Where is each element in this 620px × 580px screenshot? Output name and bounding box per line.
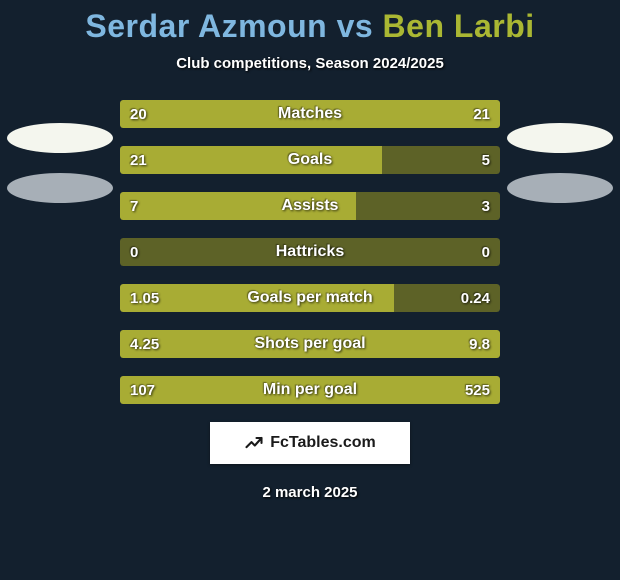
stat-label: Assists: [120, 192, 500, 220]
stat-label: Matches: [120, 100, 500, 128]
stat-row: 215Goals: [120, 146, 500, 174]
watermark-badge: FcTables.com: [210, 422, 410, 464]
team-badge: [507, 173, 613, 203]
page-title: Serdar Azmoun vs Ben Larbi: [0, 0, 620, 45]
footer-date: 2 march 2025: [0, 484, 620, 501]
subtitle: Club competitions, Season 2024/2025: [0, 55, 620, 72]
stat-label: Min per goal: [120, 376, 500, 404]
team-badge: [7, 123, 113, 153]
team-badge: [7, 173, 113, 203]
player1-name: Serdar Azmoun: [85, 8, 327, 44]
stat-label: Shots per goal: [120, 330, 500, 358]
stat-row: 107525Min per goal: [120, 376, 500, 404]
stat-label: Goals per match: [120, 284, 500, 312]
stat-row: 1.050.24Goals per match: [120, 284, 500, 312]
stats-container: 2021Matches 215Goals 73Assists 00Hattricks 1…: [120, 100, 500, 404]
team-badge: [507, 123, 613, 153]
player2-name: Ben Larbi: [383, 8, 535, 44]
stat-row: 4.259.8Shots per goal: [120, 330, 500, 358]
stat-label: Goals: [120, 146, 500, 174]
stat-row: 73Assists: [120, 192, 500, 220]
stat-row: 00Hattricks: [120, 238, 500, 266]
stat-row: 2021Matches: [120, 100, 500, 128]
stat-label: Hattricks: [120, 238, 500, 266]
vs-text: vs: [327, 8, 382, 44]
chart-icon: [244, 433, 264, 453]
watermark-text: FcTables.com: [270, 434, 376, 452]
